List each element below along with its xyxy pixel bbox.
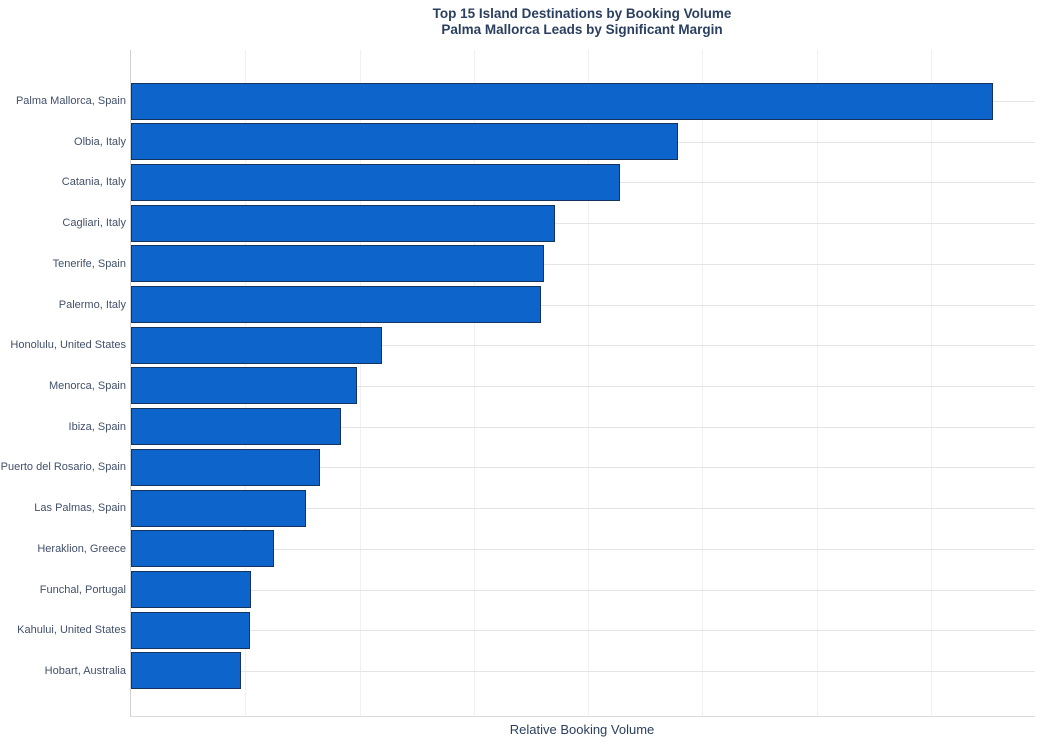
bar-palma-mallorca-spain — [131, 82, 994, 120]
y-tick-label: Honolulu, United States — [10, 339, 126, 352]
y-tick-label: Palermo, Italy — [58, 298, 126, 311]
bar-cagliari-italy — [131, 204, 555, 242]
chart-title-line2: Palma Mallorca Leads by Significant Marg… — [441, 22, 723, 37]
y-tick-label: Cagliari, Italy — [62, 217, 126, 230]
x-axis-title: Relative Booking Volume — [509, 722, 655, 737]
chart-title-line1: Top 15 Island Destinations by Booking Vo… — [432, 6, 732, 21]
y-tick-label: Olbia, Italy — [74, 135, 126, 148]
bar-heraklion-greece — [131, 530, 274, 568]
vertical-gridline — [817, 50, 819, 716]
category-gridline — [131, 345, 1035, 347]
category-gridline — [131, 385, 1035, 387]
category-gridline — [131, 670, 1035, 672]
category-gridline — [131, 304, 1035, 306]
y-tick-label: Tenerife, Spain — [52, 257, 126, 270]
y-tick-label: Las Palmas, Spain — [34, 502, 126, 515]
y-tick-label: Palma Mallorca, Spain — [15, 95, 126, 107]
y-tick-label: Puerto del Rosario, Spain — [0, 461, 126, 474]
vertical-gridline — [588, 50, 590, 716]
y-tick-label: Kahului, United States — [17, 624, 126, 637]
vertical-gridline — [473, 50, 475, 716]
bar-tenerife-spain — [131, 245, 545, 283]
y-tick-label: Catania, Italy — [61, 176, 126, 189]
vertical-gridline — [931, 50, 933, 716]
bar-kahului-united-states — [131, 611, 251, 649]
bar-las-palmas-spain — [131, 489, 307, 527]
bar-ibiza-spain — [131, 408, 341, 446]
category-gridline — [131, 467, 1035, 469]
y-tick-label: Funchal, Portugal — [39, 583, 126, 596]
y-tick-label: Hobart, Australia — [44, 664, 126, 677]
y-axis-labels: Palma Mallorca, Spain Olbia, Italy Catania… — [0, 0, 126, 744]
category-gridline — [131, 223, 1035, 225]
bar-catania-italy — [131, 163, 621, 201]
bar-funchal-portugal — [131, 571, 252, 609]
category-gridline — [131, 589, 1035, 591]
y-tick-label: Heraklion, Greece — [37, 542, 126, 555]
bar-puerto-del-rosario-spain — [131, 448, 320, 486]
bar-olbia-italy — [131, 123, 678, 161]
bar-hobart-australia — [131, 652, 242, 690]
category-gridline — [131, 426, 1035, 428]
bar-honolulu-united-states — [131, 326, 383, 364]
vertical-gridline — [702, 50, 704, 716]
vertical-gridline — [359, 50, 361, 716]
bar-palermo-italy — [131, 286, 542, 324]
category-gridline — [131, 630, 1035, 632]
y-tick-label: Menorca, Spain — [48, 379, 126, 392]
y-tick-label: Ibiza, Spain — [68, 420, 126, 433]
category-gridline — [131, 508, 1035, 510]
category-gridline — [131, 263, 1035, 265]
plot-area — [130, 50, 1035, 717]
chart-title: Top 15 Island Destinations by Booking Vo… — [130, 6, 1034, 38]
bar-menorca-spain — [131, 367, 357, 405]
category-gridline — [131, 548, 1035, 550]
